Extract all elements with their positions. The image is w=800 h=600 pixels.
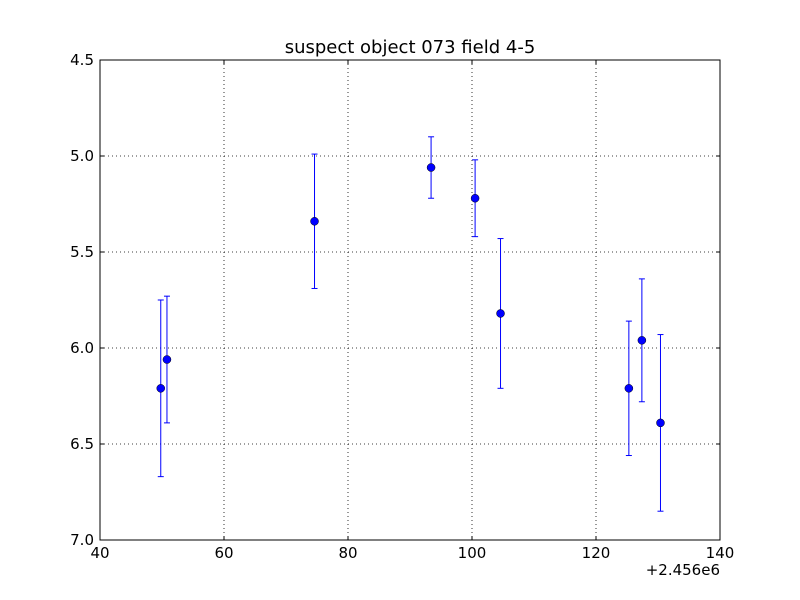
y-tick-label: 5.0 bbox=[70, 147, 94, 165]
x-tick-label: 60 bbox=[214, 544, 233, 562]
data-point bbox=[624, 384, 634, 393]
data-point bbox=[656, 418, 665, 428]
chart-title: suspect object 073 field 4-5 bbox=[285, 37, 536, 58]
data-point bbox=[310, 217, 319, 226]
y-tick-label: 7.0 bbox=[70, 531, 94, 549]
data-series bbox=[156, 136, 665, 512]
plot-area bbox=[100, 60, 720, 540]
y-tick-labels: 4.5 5.0 5.5 6.0 6.5 7.0 bbox=[70, 51, 94, 549]
grid bbox=[100, 60, 720, 540]
data-point bbox=[470, 193, 480, 203]
axis-ticks bbox=[99, 59, 721, 541]
x-tick-label: 100 bbox=[458, 544, 487, 562]
plot-frame bbox=[99, 59, 721, 541]
x-tick-label: 140 bbox=[706, 544, 735, 562]
data-point bbox=[496, 309, 505, 318]
data-point bbox=[637, 336, 647, 345]
x-tick-label: 80 bbox=[338, 544, 357, 562]
data-point bbox=[156, 384, 166, 393]
x-tick-label: 40 bbox=[90, 544, 109, 562]
x-tick-label: 120 bbox=[582, 544, 611, 562]
y-tick-label: 6.5 bbox=[70, 435, 94, 453]
data-point bbox=[426, 163, 436, 172]
data-point bbox=[162, 355, 172, 364]
x-axis-offset-label: +2.456e6 bbox=[646, 561, 720, 579]
y-tick-label: 4.5 bbox=[70, 51, 94, 69]
y-tick-label: 6.0 bbox=[70, 339, 94, 357]
x-tick-labels: 40 60 80 100 120 140 bbox=[90, 544, 734, 562]
y-tick-label: 5.5 bbox=[70, 243, 94, 261]
